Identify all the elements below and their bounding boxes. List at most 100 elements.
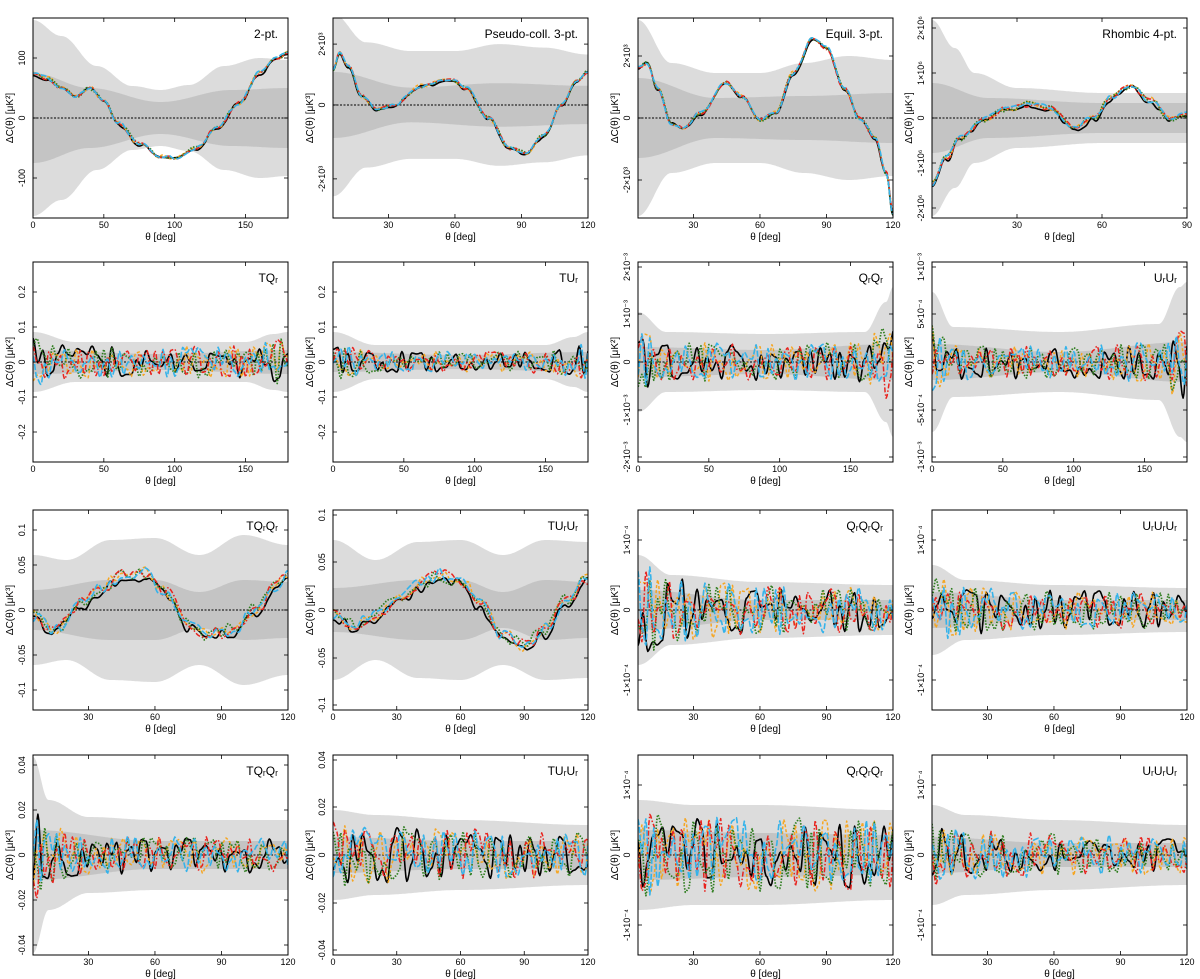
y-axis-label: ΔC(θ) [μK⁴] <box>904 92 915 143</box>
y-tick-label: 1×10⁻⁴ <box>622 770 632 799</box>
x-tick-label: 90 <box>1115 712 1125 722</box>
x-tick-label: 60 <box>1097 220 1107 230</box>
x-tick-label: 0 <box>30 464 35 474</box>
x-tick-label: 100 <box>167 220 182 230</box>
series-black-solid <box>33 813 288 881</box>
x-axis-label: θ [deg] <box>750 476 781 487</box>
panel-11: 30 60 90 120 1×10⁻⁴ 0 -1×10⁻⁴ QᵣQᵣQᵣ θ [deg] ΔC(θ… <box>610 509 901 735</box>
x-tick-label: 120 <box>885 957 900 967</box>
series-green-dotted <box>333 826 588 888</box>
x-tick-label: 50 <box>99 220 109 230</box>
panel-title: TQᵣ <box>258 271 278 285</box>
series-blue-dashed <box>932 828 1187 880</box>
x-tick-label: 30 <box>83 957 93 967</box>
panel-title: TUᵣUᵣ <box>548 764 579 778</box>
series-green-dotted <box>638 38 893 216</box>
panel-title: QᵣQᵣQᵣ <box>846 519 883 533</box>
y-tick-label: 0.02 <box>317 798 327 816</box>
x-tick-label: 60 <box>755 220 765 230</box>
x-tick-label: 120 <box>280 712 295 722</box>
x-tick-label: 0 <box>635 464 640 474</box>
panel-title: TQᵣQᵣ <box>246 764 278 778</box>
series-blue-dashed <box>33 51 288 160</box>
series-blue-dashed <box>33 819 288 882</box>
y-tick-label: -1×10⁻⁴ <box>916 909 926 941</box>
x-tick-label: 150 <box>238 220 253 230</box>
y-tick-label: -1×10⁻³ <box>916 441 926 472</box>
panel-5: 0 50 100 150 0.2 0.1 0 -0.1 -0.2 TQᵣ θ [deg] ΔC(θ) … <box>5 261 289 487</box>
x-tick-label: 100 <box>772 464 787 474</box>
series-orange-dashed <box>33 827 288 889</box>
panel-title: QᵣQᵣ <box>859 271 884 285</box>
y-tick-label: 0 <box>622 359 632 364</box>
y-tick-label: 0.1 <box>317 321 327 334</box>
x-tick-label: 50 <box>704 464 714 474</box>
y-tick-label: 0.2 <box>317 286 327 299</box>
panel-15: 30 60 90 120 1×10⁻⁴ 0 -1×10⁻⁴ QᵣQᵣQᵣ θ [deg] ΔC(θ… <box>610 754 901 979</box>
x-tick-label: 150 <box>1137 464 1152 474</box>
series-red-dashdot <box>33 569 288 640</box>
x-tick-label: 50 <box>399 464 409 474</box>
x-tick-label: 120 <box>580 957 595 967</box>
series-orange-dashed <box>333 348 588 378</box>
panel-10: 0 30 60 90 120 0.1 0.05 0 -0.05 -0.1 TUᵣUᵣ θ [deg] Δ… <box>305 509 596 735</box>
series-blue-dashed <box>333 567 588 648</box>
y-tick-label: -2×10³ <box>622 167 632 193</box>
y-tick-label: 0 <box>317 852 327 857</box>
y-tick-label: 2×10³ <box>317 32 327 55</box>
y-axis-label: ΔC(θ) [μK²] <box>5 93 16 143</box>
y-axis-label: ΔC(θ) [μK³] <box>305 93 316 143</box>
panel-1: 0 50 100 150 100 0 -100 2-pt. θ [deg] ΔC(θ) [μK²] <box>5 17 289 243</box>
series-blue-dashed <box>638 333 893 386</box>
y-axis-label: ΔC(θ) [μK³] <box>305 585 316 635</box>
series-blue-dashed <box>932 335 1187 392</box>
x-tick-label: 90 <box>821 957 831 967</box>
x-tick-label: 0 <box>330 464 335 474</box>
y-axis-label: ΔC(θ) [μK³] <box>305 830 316 880</box>
panel-title: UᵣUᵣUᵣ <box>1142 519 1177 533</box>
x-tick-label: 0 <box>330 712 335 722</box>
y-tick-label: 5×10⁻⁴ <box>916 299 926 328</box>
y-axis-label: ΔC(θ) [μK³] <box>904 830 915 880</box>
x-tick-label: 120 <box>280 957 295 967</box>
y-tick-label: 0.1 <box>17 321 27 334</box>
x-tick-label: 30 <box>1012 220 1022 230</box>
y-tick-label: -2×10⁶ <box>916 194 926 221</box>
y-axis-label: ΔC(θ) [μK²] <box>5 337 16 387</box>
series-green-dotted <box>638 813 893 897</box>
x-tick-label: 0 <box>929 464 934 474</box>
panel-title: Rhombic 4-pt. <box>1102 27 1177 41</box>
x-axis-label: θ [deg] <box>145 232 176 243</box>
x-tick-label: 50 <box>998 464 1008 474</box>
x-tick-label: 100 <box>1066 464 1081 474</box>
x-tick-label: 0 <box>30 220 35 230</box>
x-tick-label: 60 <box>755 712 765 722</box>
x-tick-label: 150 <box>843 464 858 474</box>
y-tick-label: 1×10⁻⁴ <box>916 770 926 799</box>
y-tick-label: 0.02 <box>17 801 27 819</box>
x-axis-label: θ [deg] <box>145 969 176 979</box>
panel-14: 0 30 60 90 120 0.04 0.02 0 -0.02 -0.04 TUᵣUᵣ θ [deg… <box>305 751 596 979</box>
x-tick-label: 120 <box>580 712 595 722</box>
x-axis-label: θ [deg] <box>1044 476 1075 487</box>
y-tick-label: 0 <box>317 607 327 612</box>
y-tick-label: 0 <box>622 852 632 857</box>
y-tick-label: 1×10⁻³ <box>622 300 632 328</box>
x-tick-label: 60 <box>1049 712 1059 722</box>
y-tick-label: -0.02 <box>17 890 27 911</box>
series-green-dotted <box>932 325 1187 391</box>
panel-title: UᵣUᵣ <box>1154 271 1177 285</box>
series-green-dotted <box>33 568 288 641</box>
panel-title: Equil. 3-pt. <box>826 27 883 41</box>
panel-7: 0 50 100 150 2×10⁻³ 1×10⁻³ 0 -1×10⁻³ -2×10⁻³ QᵣQᵣ… <box>610 253 894 487</box>
x-tick-label: 90 <box>516 220 526 230</box>
x-tick-label: 100 <box>467 464 482 474</box>
y-axis-label: ΔC(θ) [μK²] <box>610 337 621 387</box>
y-tick-label: 0.04 <box>17 756 27 774</box>
x-axis-label: θ [deg] <box>145 476 176 487</box>
x-tick-label: 120 <box>885 220 900 230</box>
panel-title: TUᵣUᵣ <box>548 519 579 533</box>
y-tick-label: 0 <box>916 852 926 857</box>
x-tick-label: 90 <box>821 712 831 722</box>
